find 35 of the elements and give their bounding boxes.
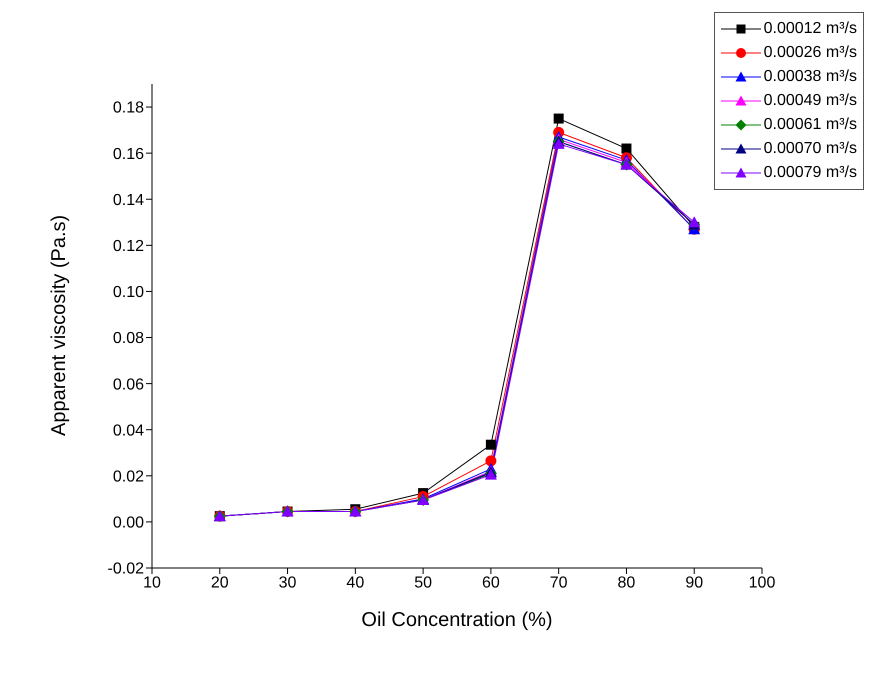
point [621,144,632,154]
y-tick-label: 0.12 [112,238,144,256]
point [554,114,564,124]
x-tick-label: 50 [414,574,432,592]
legend-label: 0.00038 m³/s [764,68,857,86]
y-tick-label: 0.18 [112,100,144,117]
y-tick-label: 0.16 [112,146,144,163]
x-tick-label: 60 [482,574,500,592]
x-tick-label: 70 [550,574,568,592]
point [486,440,496,450]
x-tick-label: 10 [143,574,161,592]
y-tick-label: 0.00 [112,514,144,532]
legend-label: 0.00079 m³/s [764,164,857,182]
legend-label: 0.00026 m³/s [764,44,857,62]
legend-label: 0.00070 m³/s [764,140,857,158]
x-tick-label: 90 [685,574,704,592]
x-tick-label: 20 [210,574,229,592]
y-tick-label: 0.10 [112,284,144,302]
y-tick-label: 0.08 [112,330,144,348]
x-tick-label: 80 [618,574,636,592]
x-tick-label: 40 [346,574,364,592]
legend-label: 0.00049 m³/s [764,92,857,110]
legend-label: 0.00061 m³/s [764,116,857,134]
y-tick-label: 0.04 [112,422,144,440]
point [688,216,700,228]
y-tick-label: 0.02 [112,468,144,486]
x-tick-label: 100 [748,574,776,592]
legend-label: 0.00012 m³/s [764,20,857,38]
x-tick-label: 30 [278,574,297,592]
y-tick-label: 0.06 [112,376,144,394]
y-axis-title: Apparent viscosity (Pa.s) [48,214,70,436]
y-tick-label: -0.02 [108,560,144,578]
y-tick-label: 0.14 [112,192,144,209]
x-axis-title: Oil Concentration (%) [361,609,553,631]
point [485,455,496,466]
